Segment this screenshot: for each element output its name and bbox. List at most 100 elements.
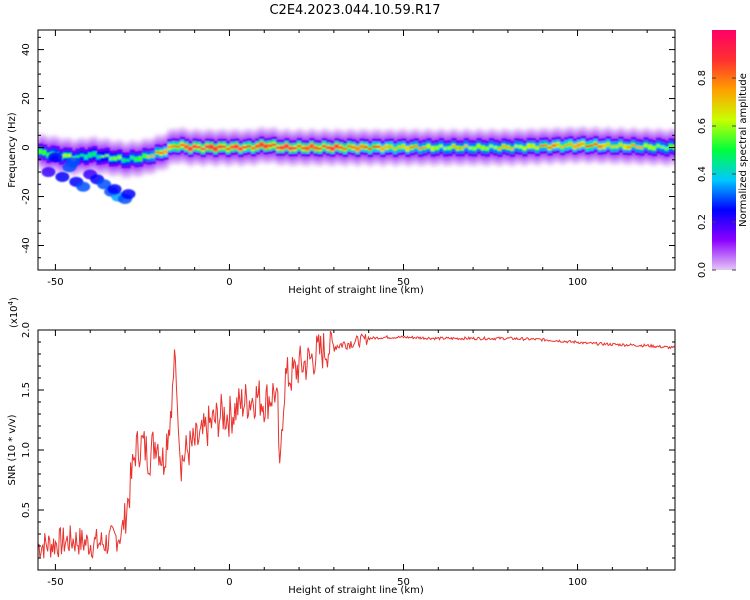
spectrogram-cell (518, 145, 524, 148)
spectrogram-cell (309, 145, 315, 148)
spectrogram-cell (134, 158, 140, 161)
spectrogram-cell (121, 159, 127, 162)
spectrogram-cell (505, 146, 511, 149)
x-tick-label: 0 (226, 277, 232, 288)
spectrogram-cell (326, 146, 332, 149)
spectrogram-cell (351, 146, 357, 149)
spectrogram-cell (418, 147, 424, 150)
spectrogram-cell (63, 154, 69, 157)
spectrogram-cell (597, 145, 603, 148)
spectrogram-blob (121, 189, 136, 200)
spectrogram-cell (601, 145, 607, 148)
spectrogram-cell (647, 145, 653, 149)
y-tick-label: -20 (21, 188, 32, 204)
spectrogram-cell (322, 145, 328, 148)
spectrogram-cell (660, 146, 666, 149)
spectrogram-blob (76, 181, 91, 192)
spectrogram-cell (276, 146, 282, 149)
spectrogram-cell (380, 147, 386, 151)
y-tick-label: 40 (21, 43, 32, 56)
spectrogram-cell (422, 146, 428, 149)
spectrogram-cell (472, 147, 478, 150)
x-tick-label: 0 (226, 577, 232, 588)
spectrogram-cell (92, 152, 98, 156)
spectrogram-cell (359, 145, 365, 148)
spectrogram-cell (125, 159, 131, 162)
spectrogram-cell (426, 145, 432, 148)
spectrogram-cell (535, 146, 541, 150)
spectrogram-cell (221, 145, 227, 148)
spectrogram-cell (96, 155, 102, 159)
spectrogram-cell (104, 154, 110, 157)
spectrogram-cell (159, 151, 165, 155)
spectrogram-cell (154, 151, 160, 154)
spectrogram-cell (83, 156, 89, 159)
spectrogram-cell (589, 144, 595, 147)
spectrogram-cell (514, 145, 520, 148)
spectrogram-cell (631, 143, 637, 147)
spectrogram-cell (401, 145, 407, 148)
spectrogram-cell (434, 146, 440, 149)
spectrogram-cell (100, 155, 106, 158)
spectrogram-cell (188, 147, 194, 151)
spectrogram-x-axis-label: Height of straight line (km) (288, 285, 424, 296)
spectrogram-cell (530, 145, 536, 148)
spectrogram-cell (459, 147, 465, 150)
snr-x-axis-label: Height of straight line (km) (288, 585, 424, 596)
chart-title: C2E4.2023.044.10.59.R17 (269, 3, 440, 18)
spectrogram-cell (259, 143, 265, 146)
y-tick-label: 2.0 (21, 322, 32, 338)
spectrogram-cell (305, 147, 311, 150)
spectrogram-blob (55, 171, 70, 182)
spectrogram-cell (263, 145, 269, 148)
x-tick-label: -50 (47, 277, 63, 288)
spectrogram-cell (313, 146, 319, 150)
spectrogram-cell (109, 157, 114, 160)
spectrogram-cell (493, 146, 499, 149)
spectrogram-cell (572, 145, 578, 148)
spectrogram-cell (225, 147, 231, 151)
spectrogram-cell (46, 153, 52, 157)
spectrogram-cell (489, 145, 495, 148)
spectrogram-cell (568, 143, 574, 146)
spectrogram-cell (255, 145, 261, 148)
spectrogram-cell (455, 147, 461, 150)
spectrogram-cell (664, 147, 670, 150)
spectrogram-cell (284, 144, 290, 148)
snr-panel: -50 0 50 100 0.5 1.0 1.5 2.0 Height of straight… (7, 297, 676, 596)
spectrogram-cell (113, 157, 119, 160)
spectrogram-cell (242, 146, 248, 149)
spectrogram-cell (209, 145, 215, 149)
spectrogram-cell (543, 144, 549, 147)
spectrogram-cell (217, 145, 223, 148)
spectrogram-cell (551, 144, 557, 147)
x-tick-label: 50 (397, 577, 410, 588)
spectrogram-cell (585, 145, 591, 148)
spectrogram-cell (384, 145, 390, 149)
spectrogram-panel: -50 0 50 100 -40 -20 0 20 40 Height of straight … (7, 29, 676, 296)
spectrogram-frame (37, 29, 676, 271)
y-tick-label: 1.0 (21, 442, 32, 458)
spectrogram-cell (363, 145, 369, 149)
spectrogram-cell (451, 144, 457, 148)
snr-line-series (38, 330, 675, 559)
spectrogram-cell (626, 146, 632, 149)
spectrogram-cell (376, 145, 382, 148)
spectrogram-cell (342, 147, 348, 150)
spectrogram-cell (296, 144, 302, 148)
spectrogram-cell (555, 143, 561, 146)
snr-multiplier: (x104) (7, 297, 20, 328)
spectrogram-cell (510, 147, 515, 150)
spectrogram-cell (668, 145, 674, 148)
spectrogram-cell (317, 147, 323, 150)
spectrogram-cell (522, 147, 528, 150)
spectrogram-heat-layer (38, 126, 675, 204)
spectrogram-cell (88, 153, 94, 157)
spectrogram-cell (393, 147, 399, 151)
spectrogram-cell (610, 145, 616, 148)
spectrogram-cell (338, 146, 344, 149)
spectrogram-cell (238, 147, 244, 151)
snr-ticks: -50 0 50 100 0.5 1.0 1.5 2.0 (21, 322, 675, 588)
spectrogram-cell (75, 155, 81, 158)
